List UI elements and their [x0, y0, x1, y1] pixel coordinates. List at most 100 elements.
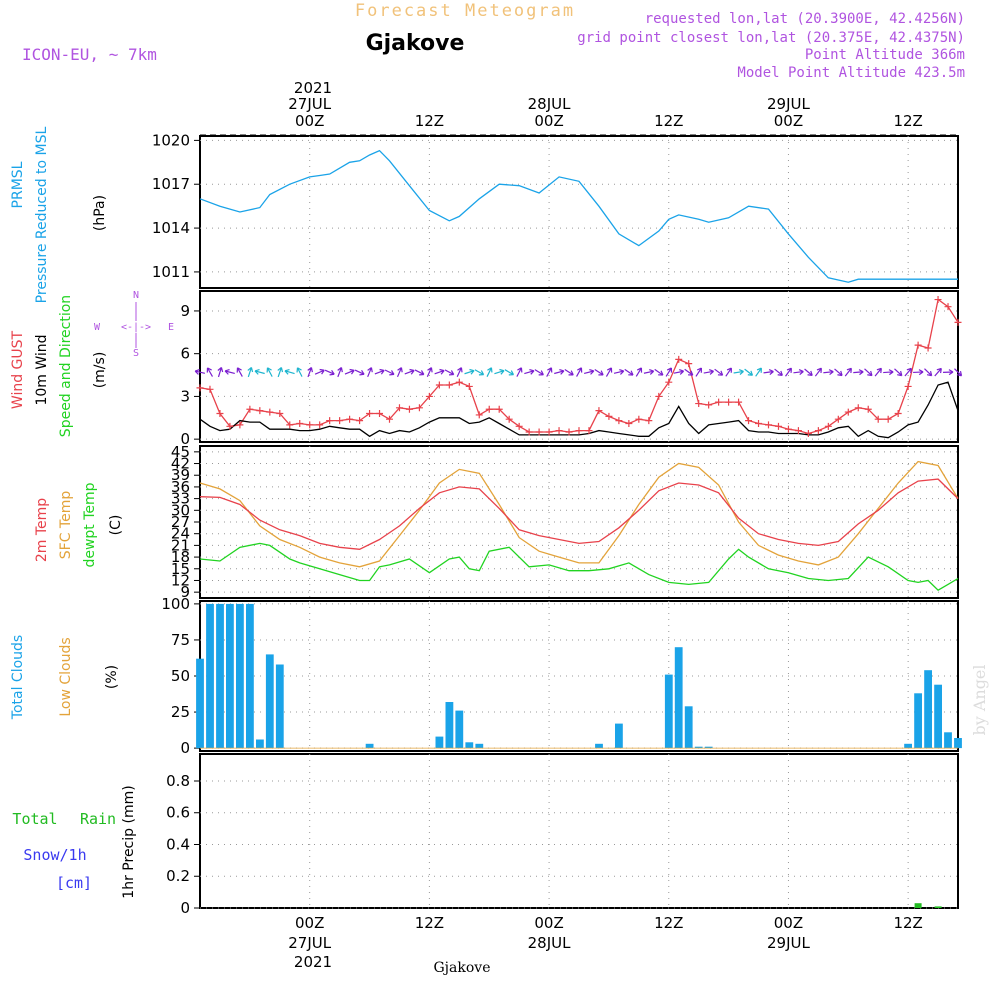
cloud-bar [954, 738, 962, 749]
wind-direction-arrow [494, 368, 505, 375]
cloud-bar [595, 743, 603, 749]
gridpoint-coords: grid point closest lon,lat (20.375E, 42.… [577, 30, 965, 46]
temp-label-sfc: SFC Temp [58, 491, 74, 560]
wind-label-10m: 10m Wind [34, 334, 50, 405]
cloud-bar [455, 710, 464, 749]
gust-marker [286, 421, 294, 429]
gust-marker [695, 400, 703, 408]
bottom-hour-label: 00Z [774, 914, 803, 932]
cloud-bar [475, 743, 484, 749]
wind-direction-arrow [534, 369, 544, 376]
cloud-bar [196, 658, 204, 749]
clouds-ytick-label: 50 [171, 667, 190, 685]
top-date-label: 29JUL [767, 95, 810, 113]
top-hour-label: 00Z [295, 112, 324, 130]
temperature-ytick-label: 18 [171, 548, 190, 566]
temperature-ytick-label: 45 [171, 443, 190, 461]
gust-marker [774, 422, 782, 430]
gust-marker [575, 427, 583, 435]
temperature-ytick-label: 21 [171, 536, 190, 554]
chart-title: Forecast Meteogram [355, 1, 575, 21]
wind-direction-arrow [426, 367, 433, 378]
clouds-unit: (%) [104, 665, 120, 689]
wind-direction-arrow [384, 369, 395, 376]
bottom-hour-label: 12Z [893, 914, 922, 932]
panel-precip: 0 0.2 0.4 0.6 0.8 [166, 753, 959, 917]
gust-marker [306, 421, 314, 429]
precip-frame [199, 753, 959, 909]
wind-direction-arrow [194, 368, 206, 375]
wind-direction-arrow [594, 368, 604, 376]
wind-direction-arrow [354, 369, 365, 376]
gust-marker [954, 318, 962, 326]
gust-marker [475, 411, 483, 419]
compass-n: N [133, 290, 139, 301]
gust-marker [745, 417, 753, 425]
gust-marker [814, 427, 822, 435]
model-altitude: Model Point Altitude 423.5m [737, 65, 965, 81]
wind-direction-arrow [913, 369, 924, 376]
panels: 1011101410171020036991215182124273033363… [152, 131, 963, 917]
wind-ytick-label: 6 [180, 345, 190, 363]
wind-direction-arrow [733, 369, 744, 375]
wind-direction-arrow [874, 367, 882, 377]
gust-marker [296, 419, 304, 427]
wind-direction-arrow [474, 369, 485, 376]
cloud-bar [246, 603, 254, 749]
wind-direction-arrow [434, 368, 445, 375]
precip-ytick-label: 0.4 [166, 835, 190, 853]
gust-line [199, 298, 959, 435]
temperature-ytick-label: 15 [171, 560, 190, 578]
wind-direction-arrow [554, 368, 565, 375]
precip-label-rain: Rain [80, 810, 116, 828]
temperature-ytick-label: 39 [171, 466, 190, 484]
gust-marker [844, 408, 852, 416]
top-hour-label: 12Z [415, 112, 444, 130]
gust-marker [515, 422, 523, 430]
gust-marker [824, 422, 832, 430]
wind-direction-arrow [344, 368, 355, 375]
wind-direction-arrow [725, 367, 733, 377]
gust-marker [934, 296, 942, 304]
temp-2m-line [199, 478, 959, 550]
wind-direction-arrow [844, 367, 852, 377]
wind-direction-arrow [823, 369, 834, 376]
rain-bar [914, 903, 922, 908]
gust-marker [884, 415, 892, 423]
wind-direction-arrow [883, 369, 894, 376]
wind-direction-arrow [804, 368, 813, 377]
gust-marker [445, 381, 453, 389]
wind-direction-arrow [853, 369, 864, 376]
cloud-bar [615, 723, 623, 749]
gust-marker [455, 378, 463, 386]
temp-unit: (C) [108, 515, 124, 536]
wind-direction-arrow [635, 367, 643, 377]
station-name: Gjakove [366, 31, 465, 56]
wind-direction-arrow [277, 367, 284, 378]
gust-marker [236, 421, 244, 429]
cloud-bar [664, 674, 673, 749]
compass-rose: N S W E <-|-> [94, 290, 174, 359]
wind-direction-arrow [774, 368, 783, 376]
pressure-ytick-label: 1011 [152, 263, 190, 281]
gust-marker [336, 417, 344, 425]
wind-direction-arrow [414, 369, 425, 376]
gust-marker [735, 398, 743, 406]
wind-direction-arrow [643, 368, 655, 375]
gust-marker [794, 427, 802, 435]
model-label: ICON-EU, ~ 7km [22, 45, 157, 64]
wind-direction-arrow [464, 368, 475, 375]
gust-marker [276, 410, 284, 418]
gust-marker [555, 427, 563, 435]
wind-direction-arrow [943, 369, 954, 376]
gust-marker [625, 419, 633, 427]
gust-marker [425, 392, 433, 400]
wind-direction-arrow [904, 367, 912, 377]
wind-direction-arrow [486, 367, 493, 377]
clouds-label-low: Low Clouds [58, 637, 74, 716]
cloud-bar [226, 603, 234, 749]
cloud-bar [904, 743, 912, 749]
wind-direction-arrow [624, 368, 634, 376]
bottom-date-label: 29JUL [767, 934, 810, 952]
